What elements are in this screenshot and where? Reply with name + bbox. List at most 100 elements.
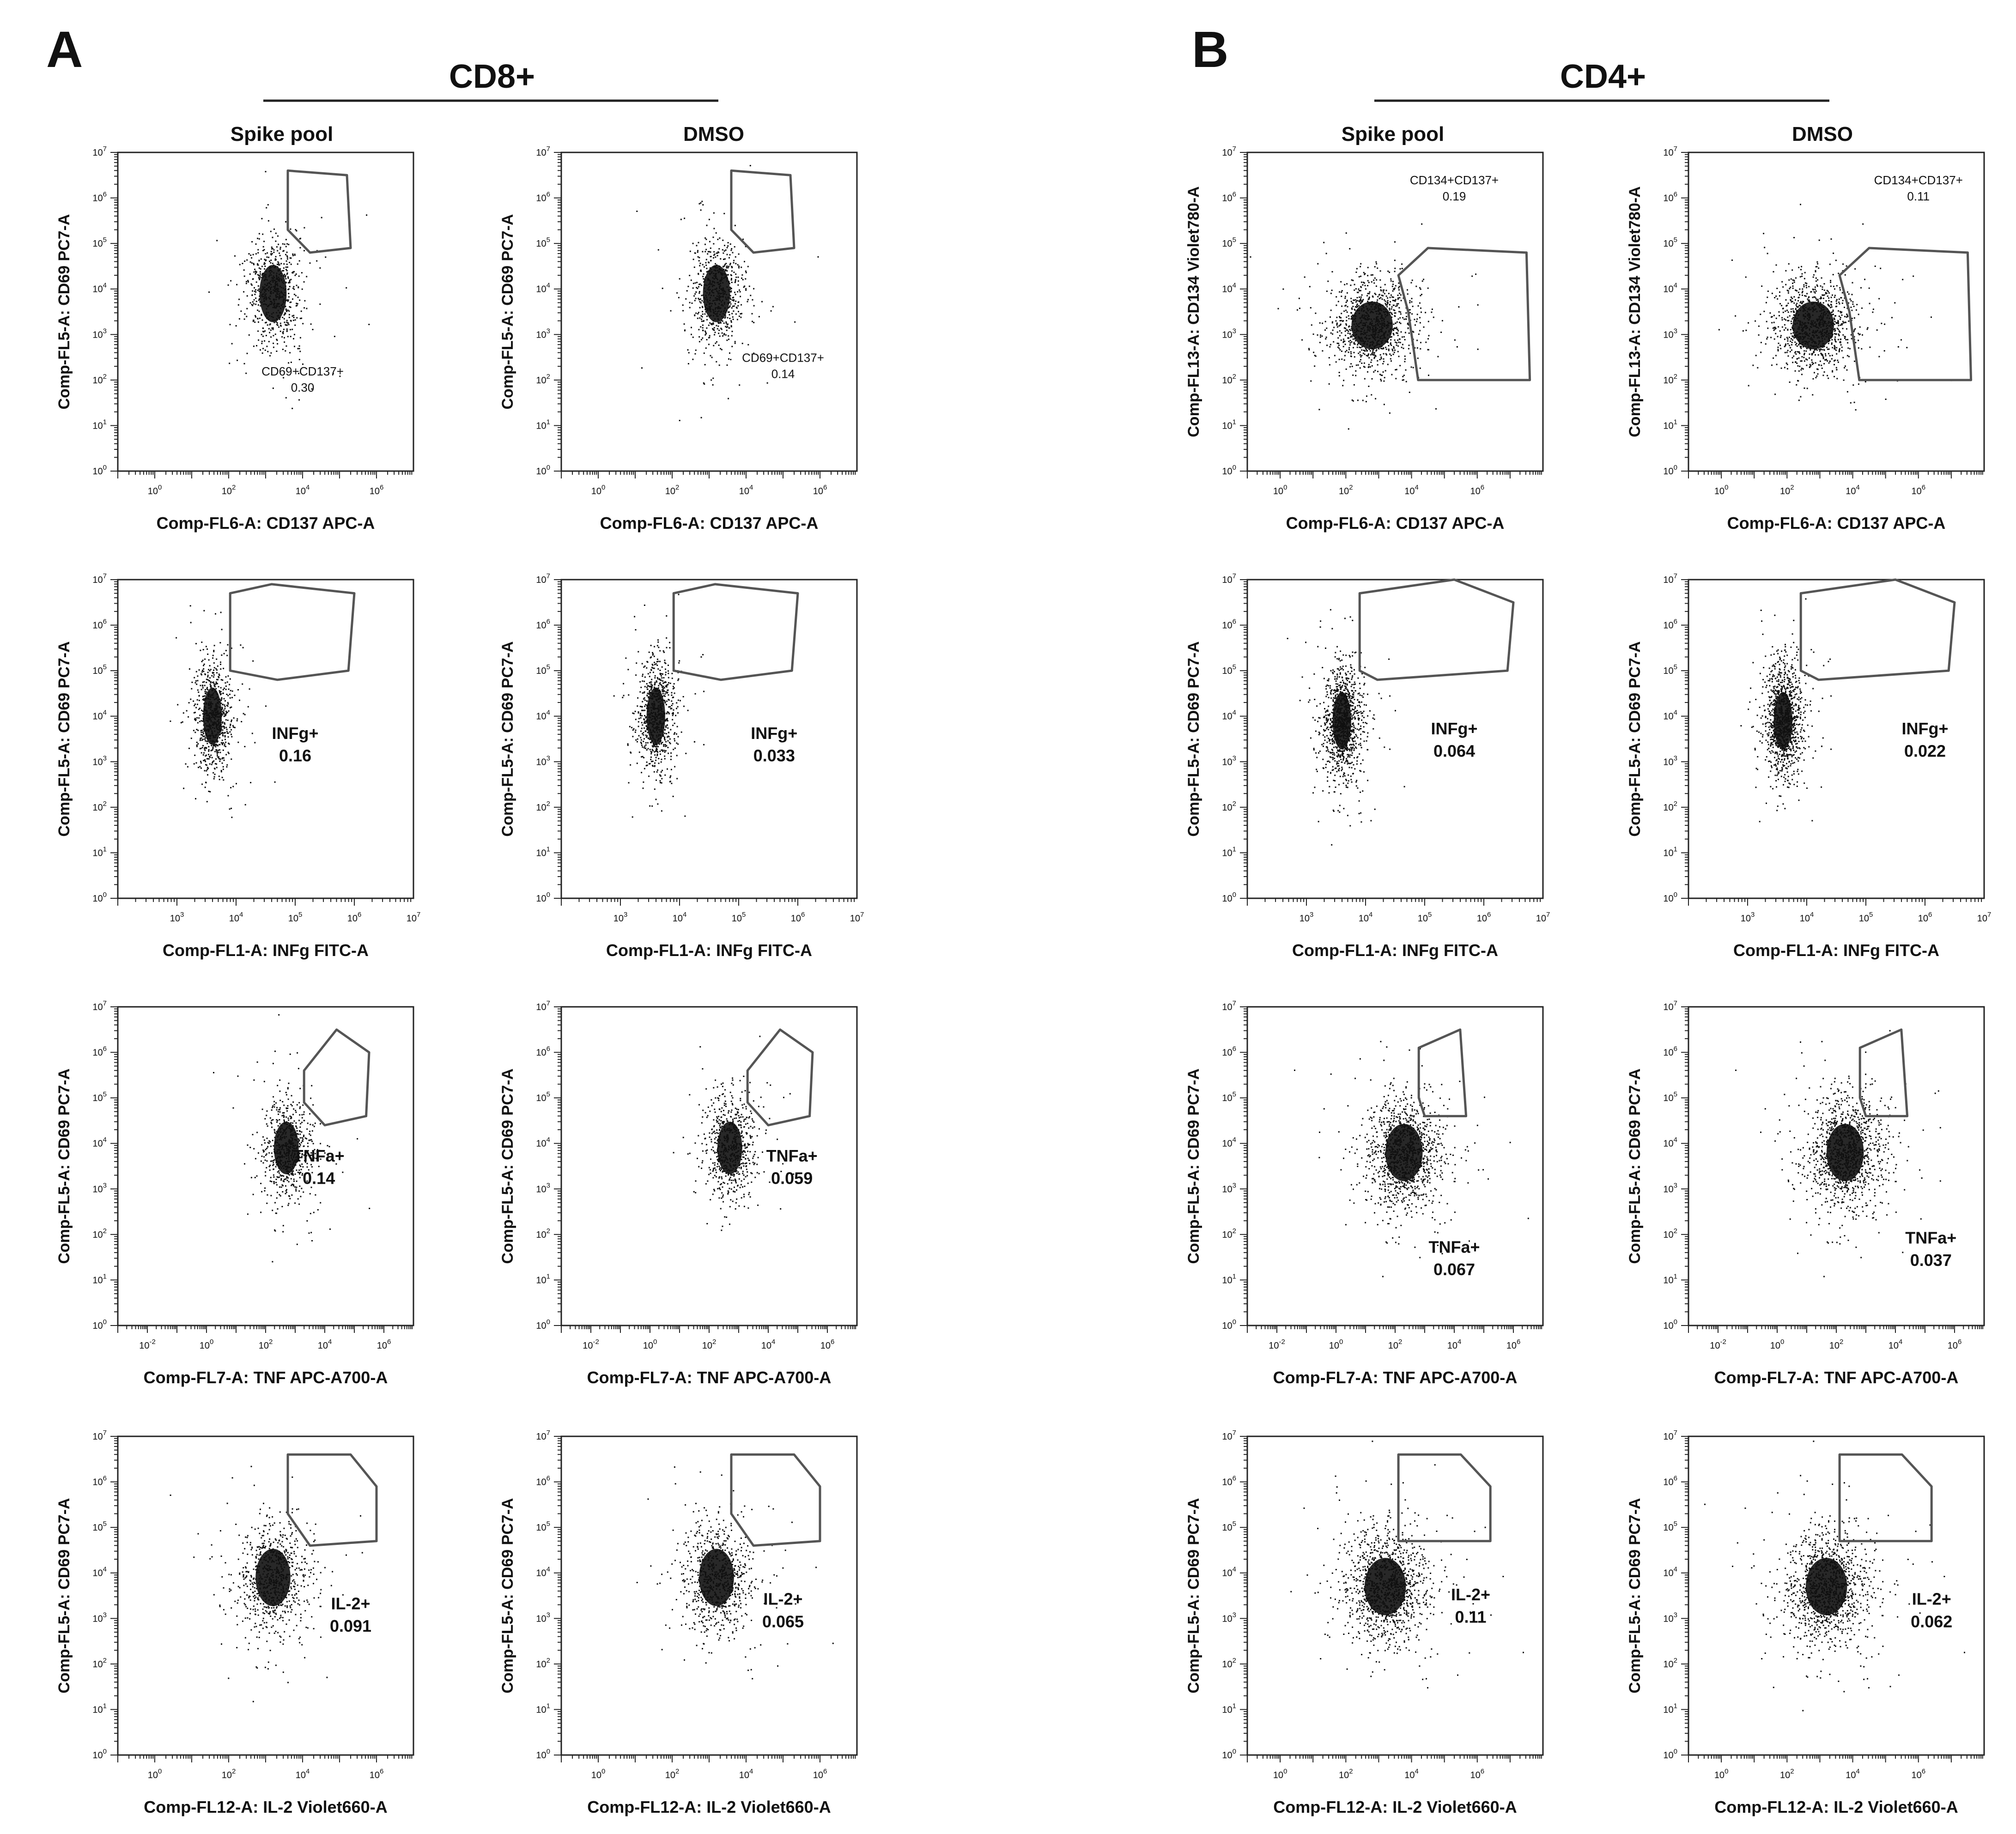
x-tick-label: 104 (739, 484, 753, 496)
x-tick-label: 100 (1273, 484, 1287, 496)
x-axis-label: Comp-FL7-A: TNF APC-A700-A (587, 1368, 832, 1387)
y-tick-label: 105 (1663, 1090, 1677, 1103)
x-tick-label: 106 (347, 911, 362, 924)
x-tick-label: 100 (591, 1767, 606, 1780)
plot-a-r3-dmso: 10-2 100 102 104 106 100 101 102 103 104 105 106 107… (499, 999, 858, 1387)
y-axis-label: Comp-FL5-A: CD69 PC7-A (1185, 1498, 1202, 1693)
y-tick-label: 100 (92, 1748, 107, 1761)
y-tick-label: 102 (92, 1227, 107, 1240)
gate-percentage: 0.16 (279, 746, 311, 765)
x-axis-label: Comp-FL1-A: INFg FITC-A (1292, 941, 1498, 960)
y-tick-label: 100 (536, 464, 550, 477)
y-tick-label: 103 (536, 754, 550, 767)
y-tick-label: 102 (1222, 800, 1236, 813)
event-density-core (1332, 692, 1351, 750)
y-tick-label: 103 (536, 1611, 550, 1624)
y-tick-label: 105 (1222, 236, 1236, 249)
event-density-core (255, 1549, 291, 1606)
y-tick-label: 100 (1222, 891, 1236, 904)
event-dots (1290, 1441, 1524, 1689)
y-tick-label: 107 (536, 572, 550, 585)
y-tick-label: 101 (536, 845, 550, 858)
y-tick-label: 106 (1663, 618, 1677, 631)
y-axis-label: Comp-FL5-A: CD69 PC7-A (499, 1068, 516, 1264)
event-density-core (1351, 301, 1393, 350)
event-density-core (646, 687, 665, 745)
y-tick-label: 107 (1663, 145, 1677, 158)
x-tick-label: 103 (1299, 911, 1314, 924)
y-tick-label: 107 (1222, 1429, 1236, 1442)
event-density-core (699, 1549, 734, 1606)
y-tick-label: 107 (92, 1429, 107, 1442)
x-tick-label: 106 (1477, 911, 1491, 924)
y-tick-label: 102 (536, 800, 550, 813)
y-tick-label: 105 (536, 1520, 550, 1533)
event-density-core (1792, 301, 1834, 350)
y-tick-label: 105 (92, 1090, 107, 1103)
x-tick-label: 102 (1780, 1767, 1794, 1780)
y-axis-label: Comp-FL5-A: CD69 PC7-A (55, 641, 73, 836)
gate-label: IL-2+ (1912, 1590, 1951, 1609)
x-tick-label: 103 (613, 911, 628, 924)
x-tick-label: 104 (1846, 484, 1860, 496)
x-tick-label: 103 (170, 911, 184, 924)
y-tick-label: 106 (92, 1045, 107, 1058)
event-density-core (1826, 1124, 1864, 1181)
y-tick-label: 103 (1663, 1181, 1677, 1194)
x-tick-label: 10-2 (583, 1338, 599, 1351)
plot-b-r2-spike: 103 104 105 106 107 100 101 102 103 104 105 106 107 C… (1185, 572, 1550, 960)
y-axis-label: Comp-FL5-A: CD69 PC7-A (1626, 1068, 1644, 1264)
plot-a-r4-spike: 100 102 104 106 100 101 102 103 104 105 106 107 Comp… (55, 1429, 414, 1816)
y-tick-label: 104 (1663, 282, 1677, 295)
y-tick-label: 105 (536, 1090, 550, 1103)
y-tick-label: 104 (536, 282, 550, 295)
y-tick-label: 106 (536, 1045, 550, 1058)
plot-frame (1246, 579, 1544, 899)
event-density-core (259, 265, 287, 322)
event-dots (170, 605, 276, 818)
x-tick-label: 104 (1888, 1338, 1903, 1351)
x-tick-label: 104 (296, 1767, 310, 1780)
y-tick-label: 102 (1663, 800, 1677, 813)
y-tick-label: 101 (1222, 1272, 1236, 1285)
y-tick-label: 105 (1222, 663, 1236, 676)
y-axis-label: Comp-FL5-A: CD69 PC7-A (55, 1498, 73, 1693)
y-tick-label: 103 (92, 1611, 107, 1624)
x-tick-label: 102 (222, 484, 236, 496)
gate-polygon (1397, 247, 1531, 381)
gate-polygon (746, 1028, 814, 1126)
y-axis-label: Comp-FL5-A: CD69 PC7-A (499, 1498, 516, 1693)
y-tick-label: 103 (1222, 1181, 1236, 1194)
event-density-core (1805, 1558, 1847, 1616)
x-tick-label: 100 (1273, 1767, 1287, 1780)
y-tick-label: 107 (1663, 999, 1677, 1012)
y-axis-label: Comp-FL5-A: CD69 PC7-A (55, 214, 73, 409)
y-tick-label: 106 (1222, 1045, 1236, 1058)
gate-polygon (1838, 247, 1973, 381)
y-axis-label: Comp-FL5-A: CD69 PC7-A (1185, 641, 1202, 836)
y-tick-label: 101 (1663, 1272, 1677, 1285)
x-tick-label: 106 (791, 911, 805, 924)
y-axis-label: Comp-FL13-A: CD134 Violet780-A (1185, 186, 1202, 437)
gate-polygon (1858, 1028, 1909, 1118)
y-tick-label: 105 (536, 236, 550, 249)
group-title-cd8: CD8+ (449, 58, 535, 95)
x-tick-label: 104 (739, 1767, 753, 1780)
x-tick-label: 10-2 (1269, 1338, 1285, 1351)
plot-frame (1688, 1435, 1985, 1756)
y-tick-label: 104 (92, 1136, 107, 1149)
y-axis-label: Comp-FL5-A: CD69 PC7-A (499, 641, 516, 836)
y-tick-label: 100 (92, 464, 107, 477)
y-tick-label: 103 (1222, 1611, 1236, 1624)
y-tick-label: 105 (1222, 1520, 1236, 1533)
y-tick-label: 104 (92, 709, 107, 722)
y-tick-label: 105 (92, 236, 107, 249)
gate-label: TNFa+ (1905, 1229, 1956, 1247)
gate-label: TNFa+ (766, 1146, 818, 1165)
y-tick-label: 107 (92, 572, 107, 585)
x-tick-label: 104 (1404, 1767, 1419, 1780)
x-axis-label: Comp-FL6-A: CD137 APC-A (157, 514, 375, 533)
column-title-a-spike-pool: Spike pool (231, 123, 333, 145)
x-tick-label: 104 (1404, 484, 1419, 496)
gate-polygon (730, 169, 795, 254)
